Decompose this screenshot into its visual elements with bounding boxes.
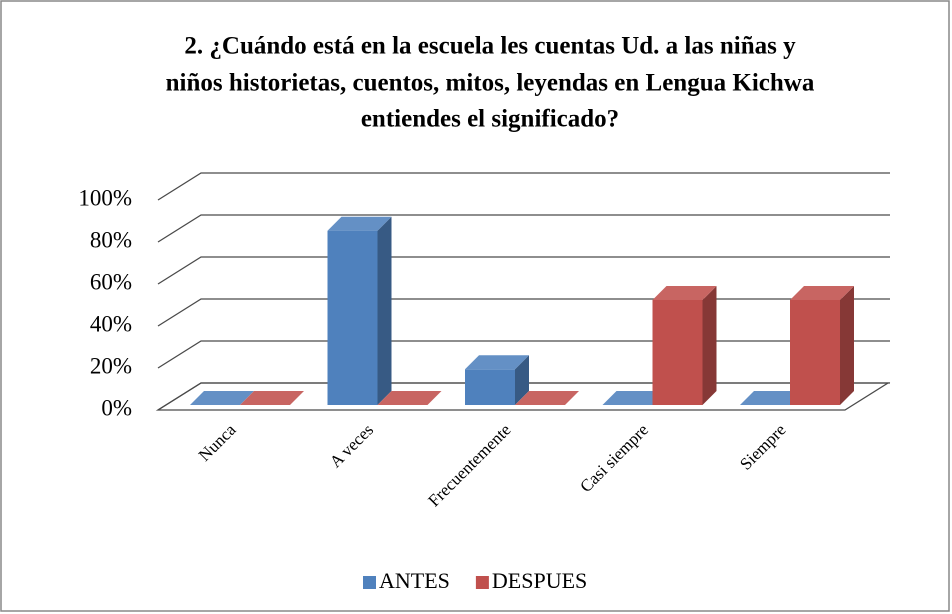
y-tick-label: 40% [90, 311, 132, 336]
y-tick-label: 20% [90, 353, 132, 378]
bar-top [740, 391, 804, 405]
y-tick-label: 100% [78, 185, 132, 210]
bar-top [377, 391, 442, 405]
bar-side [377, 216, 392, 405]
bar [327, 230, 378, 405]
chart-title: 2. ¿Cuándo está en la escuela les cuenta… [184, 33, 796, 60]
y-tick-label: 60% [90, 269, 132, 294]
bar-side [515, 355, 529, 405]
bar-top [515, 391, 579, 405]
grid-line [157, 214, 890, 243]
bar [652, 300, 703, 405]
legend-swatch [475, 576, 489, 589]
bar-top [465, 355, 529, 370]
grid-line [157, 172, 890, 201]
bar-top [327, 216, 392, 231]
chart-title: entiendes el significado? [361, 106, 619, 133]
bar-side [702, 286, 717, 405]
legend-swatch [363, 576, 376, 589]
bar-top [790, 286, 854, 300]
y-tick-label: 0% [101, 395, 132, 420]
bar-top [602, 391, 667, 405]
legend-label: ANTES [379, 568, 450, 593]
bar-top [652, 286, 717, 300]
legend-label: DESPUES [492, 568, 587, 593]
bar-top [190, 391, 254, 405]
bar [790, 300, 840, 405]
bar [465, 369, 515, 405]
y-tick-label: 80% [90, 227, 132, 252]
grid-line [157, 256, 890, 285]
bar-top [240, 391, 304, 405]
bar-side [840, 286, 854, 405]
chart-title: niños historietas, cuentos, mitos, leyen… [166, 70, 815, 97]
